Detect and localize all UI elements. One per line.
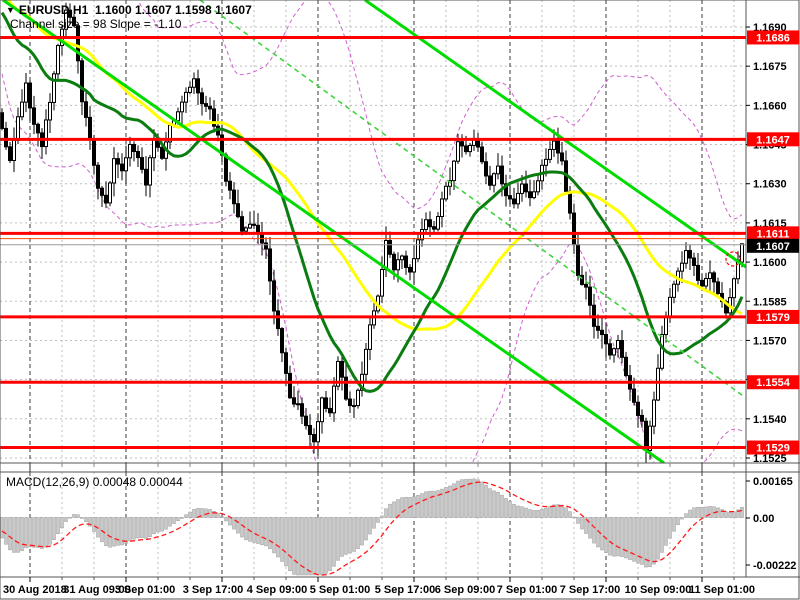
- level-badge-label: 1.1647: [756, 134, 790, 146]
- macd-tick-label: 0.00: [753, 513, 774, 525]
- price-tick-label: 1.1570: [753, 335, 787, 347]
- macd-signal-line: [1, 481, 743, 576]
- macd-tick-label: 0.00165: [753, 476, 793, 488]
- current-price-badge: [747, 238, 799, 253]
- price-tick-label: 1.1630: [753, 179, 787, 191]
- symbol-dropdown-icon[interactable]: ▼: [6, 5, 15, 15]
- level-badge-label: 1.1529: [756, 443, 790, 455]
- level-badge-label: 1.1579: [756, 312, 790, 324]
- macd-indicator[interactable]: [0, 478, 744, 576]
- level-badge: [747, 132, 799, 147]
- ohlc-readout: 1.1600 1.1607 1.1598 1.1607: [94, 3, 252, 17]
- price-tick-label: 1.1675: [753, 61, 787, 73]
- level-badge: [747, 30, 799, 45]
- current-price-badge-label: 1.1607: [756, 241, 790, 253]
- channel-info-label: Channel size = 98 Slope = -1.10: [10, 17, 182, 31]
- level-badge: [747, 375, 799, 390]
- macd-tick-label: -0.00222: [753, 560, 796, 572]
- level-badge-label: 1.1611: [756, 228, 789, 240]
- time-label: 10 Sep 09:00: [625, 584, 692, 596]
- level-badge-label: 1.1686: [756, 32, 790, 44]
- time-label: 31 Aug 09:00: [63, 584, 130, 596]
- level-badge-label: 1.1554: [756, 377, 791, 389]
- price-tick-label: 1.1585: [753, 296, 787, 308]
- time-label: 5 Sep 17:00: [375, 584, 436, 596]
- time-label: 11 Sep 01:00: [689, 584, 755, 596]
- time-label: 3 Sep 17:00: [183, 584, 244, 596]
- time-label: 30 Aug 2018: [3, 584, 67, 596]
- channel-line: [2, 0, 665, 463]
- price-tick-label: 1.1540: [753, 414, 787, 426]
- time-label: 3 Sep 01:00: [115, 584, 176, 596]
- price-tick-label: 1.1660: [753, 100, 787, 112]
- trend-channel[interactable]: [2, 0, 746, 463]
- time-label: 7 Sep 01:00: [497, 584, 558, 596]
- macd-indicator-label: MACD(12,26,9) 0.00048 0.00044: [6, 475, 183, 489]
- level-badge: [747, 226, 799, 241]
- time-label: 4 Sep 09:00: [247, 584, 308, 596]
- entry-annotation-circle: [725, 251, 741, 267]
- level-badge: [747, 309, 799, 324]
- channel-mid-line: [199, 0, 746, 399]
- gridlines: [0, 0, 746, 577]
- time-label: 6 Sep 09:00: [435, 584, 496, 596]
- bollinger-bands: [1, 0, 743, 463]
- horizontal-levels[interactable]: [0, 35, 746, 450]
- price-tick-label: 1.1525: [753, 453, 787, 465]
- price-tick-label: 1.1600: [753, 257, 787, 269]
- moving-averages: [0, 0, 744, 393]
- channel-line: [364, 0, 746, 269]
- time-label: 5 Sep 01:00: [310, 584, 371, 596]
- ma-slow-yellow: [6, 0, 743, 331]
- price-axis[interactable]: 1.16901.16751.16601.16451.16301.16151.16…: [746, 22, 799, 572]
- chart-title: ▼ EURUSD,H1 1.1600 1.1607 1.1598 1.1607: [6, 3, 252, 17]
- level-badge: [747, 440, 799, 455]
- time-label: 7 Sep 17:00: [560, 584, 621, 596]
- symbol-period-label: EURUSD,H1: [18, 3, 89, 17]
- ma-fast-dark-green: [0, 11, 744, 393]
